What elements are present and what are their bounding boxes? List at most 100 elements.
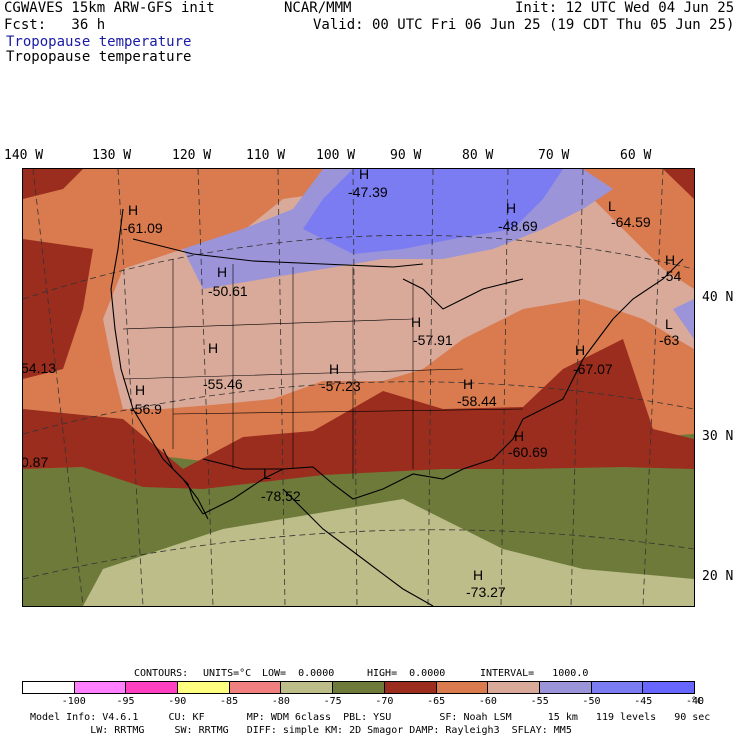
extremum-value: -78.52 <box>261 488 301 504</box>
lon-line <box>117 168 144 607</box>
extremum-value: -50.61 <box>208 283 248 299</box>
state-line <box>172 408 524 415</box>
lat-label: 30 N <box>702 429 734 444</box>
state-line <box>122 368 464 380</box>
map-canvas: H -47.39 H -48.69 L -64.59 H -54 L -63 H… <box>21 166 695 607</box>
extremum-letter: H <box>128 202 138 218</box>
lon-line <box>277 168 286 607</box>
map-panel: H -47.39 H -48.69 L -64.59 H -54 L -63 H… <box>21 166 695 607</box>
lon-label: 70 W <box>538 148 570 163</box>
colorbar-swatch <box>73 682 126 693</box>
colorbar-swatch <box>177 682 229 693</box>
band-65 <box>23 339 694 489</box>
us-canada-border <box>132 238 424 268</box>
baja <box>162 448 204 515</box>
forecast-hour: Fcst: 36 h <box>4 17 106 33</box>
colorbar-tick-label: -40 <box>685 696 705 707</box>
graticule <box>22 168 695 607</box>
extremum-value: -55.46 <box>203 376 243 392</box>
extremum-value: -56.9 <box>130 401 162 417</box>
extremum-value: 54.13 <box>23 360 56 376</box>
band-45 <box>303 169 563 254</box>
colorbar-unit: °C <box>691 696 704 707</box>
extremum-letter: H <box>463 376 473 392</box>
lat-label: 20 N <box>702 569 734 584</box>
colorbar-tick-label: -45 <box>634 696 653 707</box>
lon-label: 140 W <box>4 148 44 163</box>
extremum-letter: H <box>135 382 145 398</box>
model-info-line2: LW: RRTMG SW: RRTMG DIFF: simple KM: 2D … <box>30 725 572 736</box>
extremum-value: -58.44 <box>457 393 497 409</box>
colorbar-tick-label: -50 <box>582 696 601 707</box>
atlantic-coast <box>522 258 684 420</box>
extremum-letter: H <box>208 340 218 356</box>
interval-label: INTERVAL= 1000.0 <box>480 668 589 679</box>
extremum-value: -73.27 <box>466 584 506 600</box>
lon-label: 120 W <box>172 148 212 163</box>
extremum-value: 0.87 <box>23 454 48 470</box>
colorbar-swatch <box>487 682 539 693</box>
model-title: CGWAVES 15km ARW-GFS init <box>4 0 215 16</box>
units-label: UNITS=°C <box>203 668 252 679</box>
colorbar-swatch <box>435 682 488 693</box>
colorbar-swatch <box>538 682 591 693</box>
extremum-letter: H <box>329 361 339 377</box>
coastlines <box>110 208 684 607</box>
lon-line <box>427 168 434 607</box>
lat-label: 40 N <box>702 290 734 305</box>
colorbar <box>22 681 695 694</box>
org-label: NCAR/MMM <box>284 0 352 16</box>
low-label: LOW= 0.0000 <box>262 668 335 679</box>
field-fill <box>23 169 694 606</box>
gulf-coast <box>202 418 524 515</box>
lon-label: 80 W <box>462 148 494 163</box>
lon-line <box>570 168 584 607</box>
band-65-nw <box>23 169 83 199</box>
band-50-ne <box>673 299 694 339</box>
contours-label: CONTOURS: <box>134 668 189 679</box>
colorbar-tick-label: -60 <box>478 696 497 707</box>
colorbar-swatch <box>228 682 281 693</box>
extrema-labels: H -47.39 H -48.69 L -64.59 H -54 L -63 H… <box>21 166 681 600</box>
lon-label: 110 W <box>246 148 286 163</box>
lon-line <box>642 168 664 607</box>
state-line <box>122 318 414 330</box>
us-mexico-border <box>202 458 283 470</box>
extremum-value: -64.59 <box>611 214 651 230</box>
colorbar-swatch <box>642 682 694 693</box>
colorbar-tick-label: -80 <box>271 696 290 707</box>
extremum-letter: H <box>359 169 369 182</box>
field-name-black: Tropopause temperature <box>6 49 192 65</box>
extremum-value: -67.07 <box>573 361 613 377</box>
band-75 <box>83 499 694 606</box>
colorbar-tick-label: -65 <box>427 696 446 707</box>
extremum-letter: H <box>575 342 585 358</box>
extremum-letter: L <box>263 466 271 482</box>
lon-label: 90 W <box>390 148 422 163</box>
extremum-value: -47.39 <box>348 184 388 200</box>
extremum-value: -57.23 <box>321 378 361 394</box>
extremum-value: -48.69 <box>498 218 538 234</box>
extremum-letter: H <box>665 252 675 268</box>
colorbar-swatch <box>280 682 333 693</box>
colorbar-swatch <box>590 682 643 693</box>
extremum-value: -54 <box>661 268 681 284</box>
band-65-ne <box>663 169 694 199</box>
lon-label: 60 W <box>620 148 652 163</box>
extremum-value: -57.91 <box>413 332 453 348</box>
field-name-blue: Tropopause temperature <box>6 34 192 50</box>
lat-line-30 <box>22 381 695 435</box>
colorbar-tick-label: -100 <box>61 696 86 707</box>
extremum-value: -60.69 <box>508 444 548 460</box>
great-lakes <box>402 278 524 310</box>
extremum-letter: H <box>473 567 483 583</box>
colorbar-swatch <box>125 682 178 693</box>
colorbar-tick-label: -85 <box>220 696 239 707</box>
lon-label: 100 W <box>316 148 356 163</box>
lon-line <box>32 168 84 607</box>
lat-line-40 <box>22 234 695 300</box>
extremum-letter: L <box>608 198 616 214</box>
extremum-value: -61.09 <box>123 220 163 236</box>
colorbar-tick-label: -90 <box>168 696 187 707</box>
colorbar-tick-label: -55 <box>530 696 549 707</box>
